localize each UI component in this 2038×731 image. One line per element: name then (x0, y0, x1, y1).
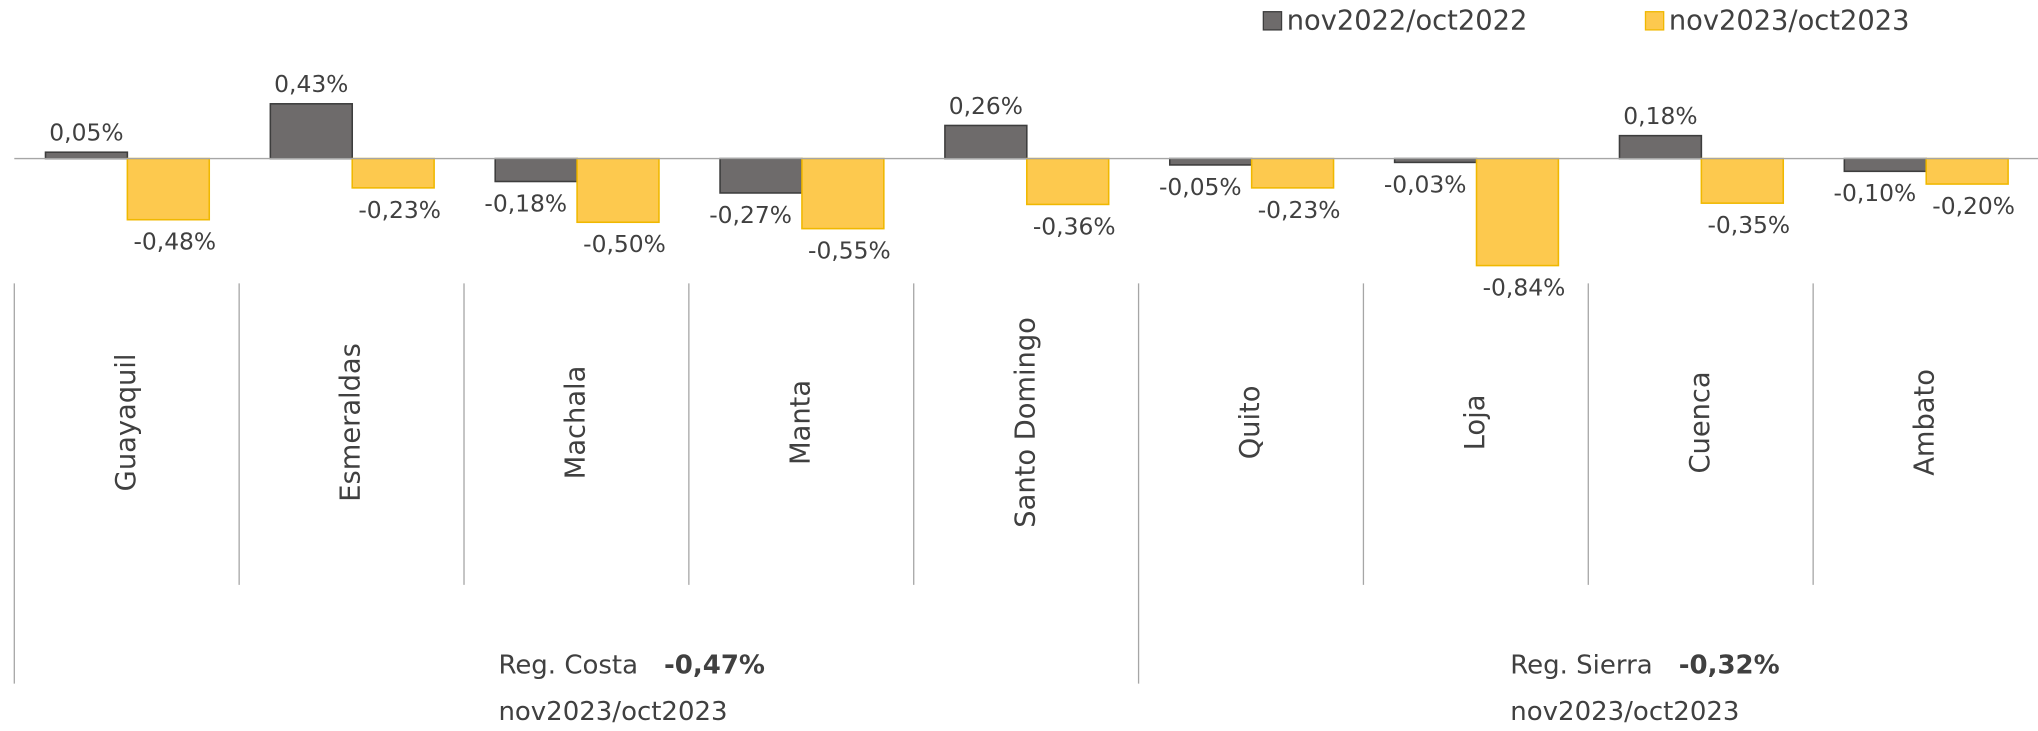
value-label: -0,03% (1384, 170, 1467, 198)
bar (126, 157, 211, 221)
bar (1618, 134, 1703, 160)
category-label: Santo Domingo (1010, 317, 1041, 528)
value-label: -0,55% (808, 237, 891, 265)
value-label: -0,23% (1258, 196, 1341, 224)
legend-label: nov2023/oct2023 (1669, 6, 1910, 37)
bar (44, 151, 129, 160)
legend-swatch (1644, 11, 1665, 31)
bar (494, 157, 578, 183)
value-label: -0,05% (1159, 173, 1242, 201)
value-label: -0,84% (1483, 273, 1566, 301)
bar (269, 103, 354, 160)
bar (944, 124, 1028, 160)
group-name: Reg. Costa (498, 650, 638, 680)
bar (1168, 157, 1253, 166)
category-label: Manta (785, 380, 816, 465)
bar (1475, 157, 1560, 267)
group-total: -0,32% (1679, 650, 1780, 680)
bar (1026, 157, 1110, 206)
category-label: Loja (1460, 395, 1491, 451)
value-label: -0,50% (583, 230, 666, 258)
group-total: -0,47% (664, 650, 765, 680)
value-label: -0,20% (1932, 192, 2015, 220)
category-label: Guayaquil (111, 354, 142, 492)
value-label: 0,43% (274, 70, 348, 98)
value-label: 0,26% (949, 92, 1023, 120)
group-name: Reg. Sierra (1510, 650, 1652, 680)
bar (1925, 157, 2009, 185)
bar (719, 157, 803, 194)
category-label: Cuenca (1685, 371, 1716, 473)
value-label: -0,10% (1834, 179, 1917, 207)
category-label: Quito (1235, 386, 1266, 460)
value-label: 0,18% (1623, 102, 1697, 130)
value-label: 0,05% (49, 119, 123, 147)
bar (351, 157, 435, 189)
group-period: nov2023/oct2023 (498, 697, 727, 727)
legend-label: nov2022/oct2022 (1287, 6, 1528, 37)
category-label: Machala (561, 366, 592, 480)
bar (1700, 157, 1785, 204)
bar (801, 157, 885, 230)
value-label: -0,48% (133, 228, 216, 256)
value-label: -0,18% (484, 189, 567, 217)
group-period: nov2023/oct2023 (1510, 697, 1739, 727)
value-label: -0,35% (1707, 211, 1790, 239)
value-label: -0,27% (709, 201, 792, 229)
bar (576, 157, 660, 224)
legend-swatch (1262, 11, 1283, 31)
value-label: -0,23% (358, 196, 441, 224)
bar (1843, 157, 1928, 173)
bar (1250, 157, 1335, 189)
category-label: Esmeraldas (336, 343, 367, 502)
value-label: -0,36% (1033, 212, 1116, 240)
group-label: Reg. Sierra -0,32% (1510, 650, 1779, 680)
category-label: Ambato (1910, 369, 1941, 476)
group-label: Reg. Costa -0,47% (498, 650, 765, 680)
